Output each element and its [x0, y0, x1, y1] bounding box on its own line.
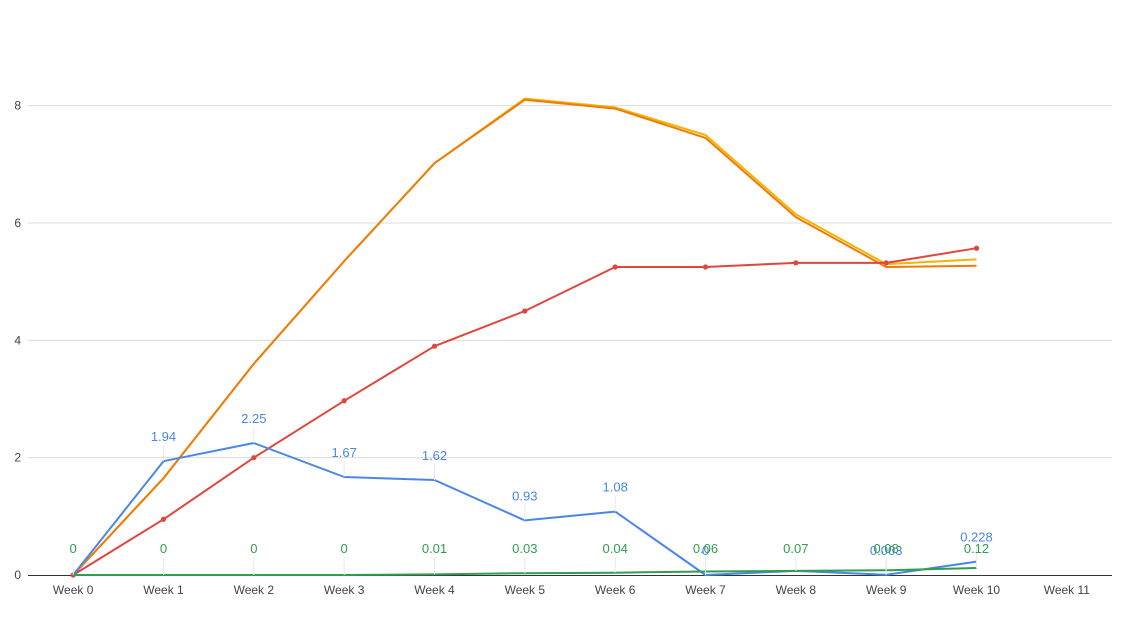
series-point: [341, 398, 347, 404]
data-label: 1.94: [151, 429, 176, 444]
data-label: 0: [250, 541, 257, 556]
series-point: [160, 516, 167, 522]
x-tick-label: Week 4: [414, 583, 455, 597]
x-axis-ticks: Week 0 Week 1 Week 2 Week 3 Week 4 Week 5 Week…: [53, 583, 1090, 597]
x-tick-label: Week 0: [53, 583, 94, 597]
series-point: [883, 260, 889, 266]
data-label: 0.03: [512, 541, 537, 556]
x-tick-label: Week 9: [866, 583, 907, 597]
data-label: 0: [70, 541, 77, 556]
data-label: 0.04: [603, 541, 628, 556]
x-tick-label: Week 6: [595, 583, 636, 597]
data-label: 1.67: [332, 445, 357, 460]
data-label: 0: [160, 541, 167, 556]
series-point: [251, 455, 257, 461]
x-tick-label: Week 5: [505, 583, 546, 597]
data-label: 0.07: [783, 541, 808, 556]
y-axis-ticks: 0 2 4 6 8: [14, 99, 21, 582]
data-label: 2.25: [241, 411, 266, 426]
x-tick-label: Week 10: [953, 583, 1000, 597]
data-label: 0.06: [693, 541, 718, 556]
data-label: 0.003: [870, 543, 903, 558]
series-point: [793, 260, 799, 266]
data-label: 0.01: [422, 541, 447, 556]
series-line-2: [72, 247, 977, 576]
grid-layer: [28, 105, 1112, 576]
x-tick-label: Week 7: [685, 583, 726, 597]
series-line-0: [72, 97, 977, 576]
data-label: 0.93: [512, 488, 537, 503]
data-label: 0: [702, 543, 709, 558]
series-point: [431, 343, 438, 349]
data-label: 0.08: [874, 541, 899, 556]
data-label: 1.08: [603, 480, 628, 495]
series-point: [612, 264, 618, 270]
y-tick-label: 0: [14, 568, 21, 582]
y-tick-label: 6: [14, 216, 21, 230]
series-point: [973, 245, 980, 251]
data-label: 0.228: [960, 530, 993, 545]
y-tick-label: 2: [14, 451, 21, 465]
y-tick-label: 4: [14, 333, 21, 347]
series-point: [522, 308, 528, 314]
data-label: 0: [341, 541, 348, 556]
x-tick-label: Week 1: [143, 583, 184, 597]
x-tick-label: Week 8: [776, 583, 817, 597]
x-tick-label: Week 2: [234, 583, 275, 597]
x-tick-label: Week 3: [324, 583, 365, 597]
series-point: [702, 264, 709, 270]
data-label: 1.62: [422, 448, 447, 463]
y-tick-label: 8: [14, 99, 21, 113]
x-tick-label: Week 11: [1044, 583, 1091, 597]
data-label: 0.12: [964, 541, 989, 556]
series-line-1: [72, 98, 977, 576]
